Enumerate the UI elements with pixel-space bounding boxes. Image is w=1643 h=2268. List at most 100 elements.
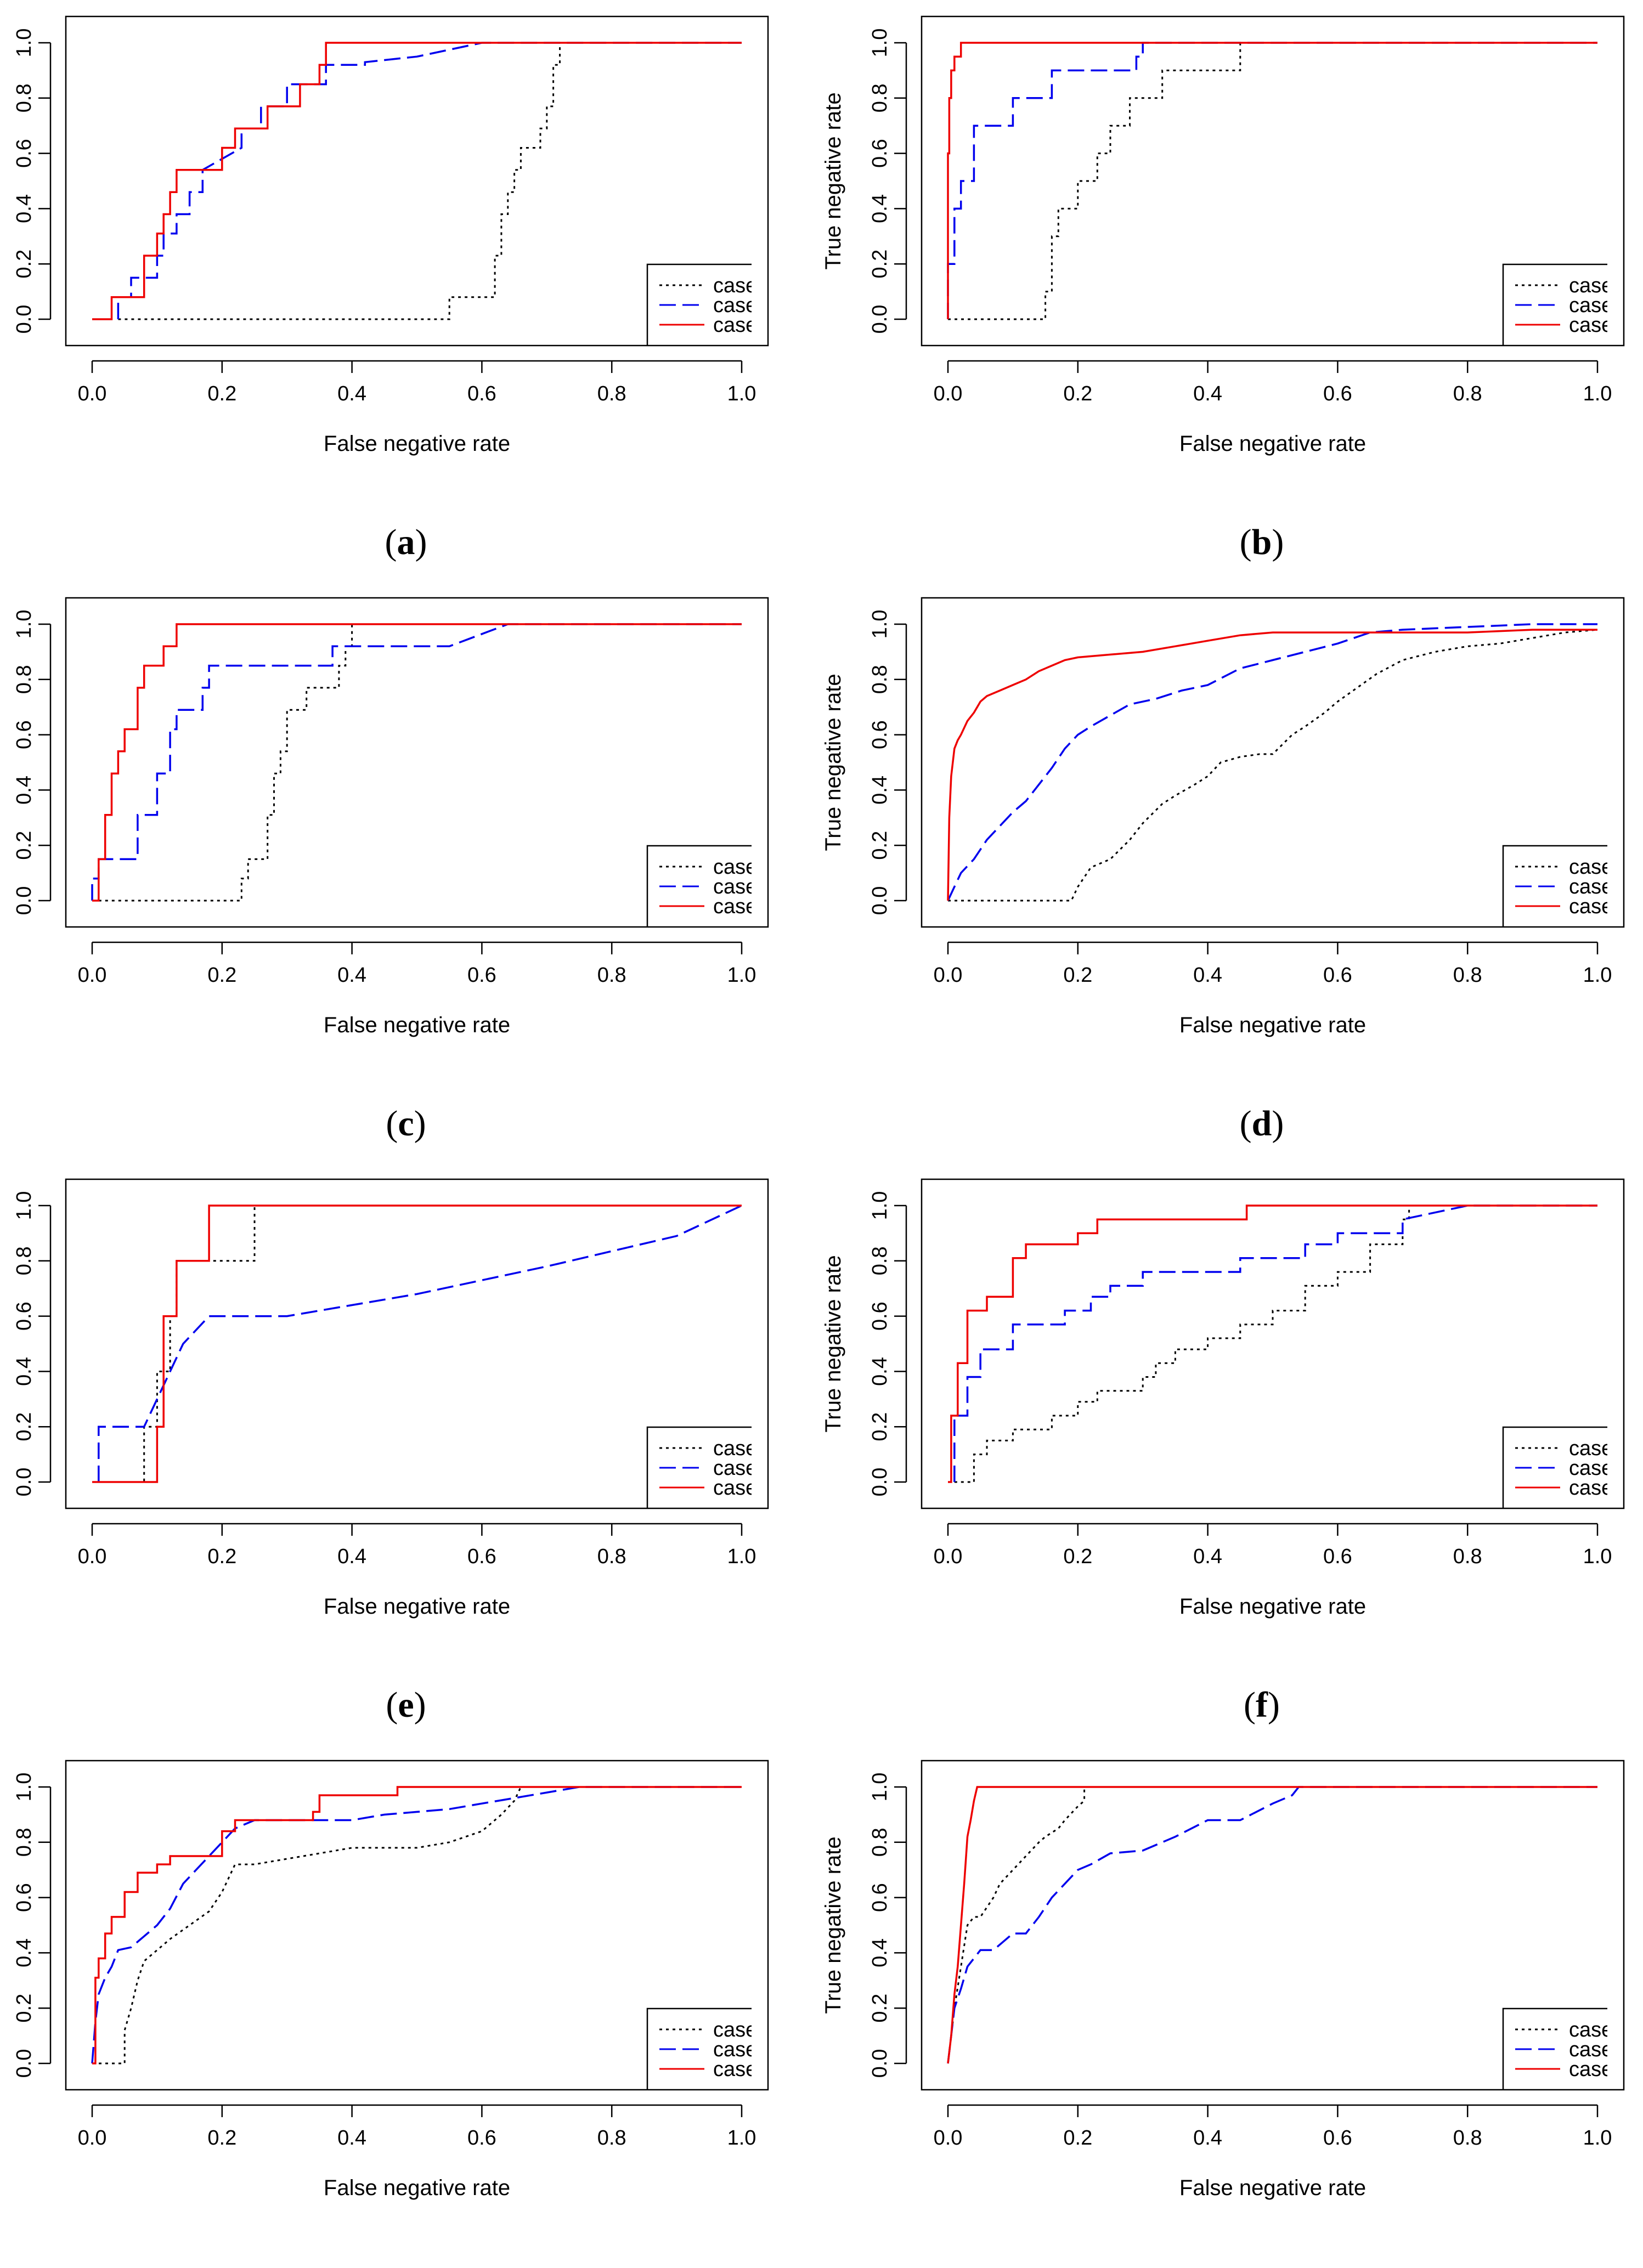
legend-label-case1: case1 xyxy=(713,2018,769,2041)
x-tick-label: 0.0 xyxy=(78,1545,107,1568)
x-axis-title: False negative rate xyxy=(1179,1594,1366,1619)
y-tick-label: 0.8 xyxy=(13,83,36,112)
x-tick-label: 0.4 xyxy=(337,2126,366,2150)
series-line-case3 xyxy=(92,1786,742,2065)
series-group xyxy=(947,42,1597,320)
y-tick-label: 0.6 xyxy=(13,1302,36,1331)
legend-box xyxy=(1502,263,1607,346)
panel-letter: e xyxy=(398,1685,414,1725)
y-tick-label: 0.0 xyxy=(13,886,36,915)
series-line-case3 xyxy=(947,42,1597,319)
y-tick-label: 0.4 xyxy=(13,1357,36,1386)
y-tick-label: 0.6 xyxy=(13,720,36,749)
x-tick-label: 0.4 xyxy=(1193,1545,1222,1568)
legend-label-case2: case2 xyxy=(1569,875,1624,898)
x-tick-label: 0.4 xyxy=(337,964,366,987)
legend-label-case3: case3 xyxy=(713,314,769,337)
series-line-case3 xyxy=(92,42,742,320)
x-tick-label: 0.6 xyxy=(1323,964,1352,987)
series-line-case3 xyxy=(948,1204,1597,1483)
y-tick-label: 0.8 xyxy=(13,665,36,694)
y-tick-label: 0.6 xyxy=(868,720,891,749)
y-tick-label: 1.0 xyxy=(868,610,891,639)
legend-label-case1: case1 xyxy=(713,274,769,297)
x-tick-label: 1.0 xyxy=(727,964,756,987)
x-tick-label: 1.0 xyxy=(1583,1545,1612,1568)
x-axis-title: False negative rate xyxy=(1179,1013,1366,1037)
y-tick-label: 0.0 xyxy=(13,2049,36,2078)
y-tick-label: 0.4 xyxy=(868,1938,891,1967)
x-axis: 0.0 0.2 0.4 0.6 0.8 1.0 False negative rate xyxy=(934,360,1612,456)
legend-label-case1: case1 xyxy=(1569,1437,1624,1460)
series-group xyxy=(947,1786,1597,2064)
series-line-case2 xyxy=(98,1204,742,1482)
y-tick-label: 1.0 xyxy=(13,610,36,639)
plot-frame xyxy=(921,15,1625,347)
x-tick-label: 0.2 xyxy=(1063,1545,1092,1568)
y-axis-title: True negative rate xyxy=(821,1836,845,2014)
y-tick-label: 0.2 xyxy=(13,831,36,860)
x-axis: 0.0 0.2 0.4 0.6 0.8 1.0 False negative rate xyxy=(934,941,1612,1037)
x-tick-label: 0.8 xyxy=(1453,1545,1482,1568)
y-tick-label: 1.0 xyxy=(13,1191,36,1220)
series-group xyxy=(91,1786,742,2065)
x-tick-label: 0.6 xyxy=(1323,2126,1352,2150)
y-tick-label: 0.0 xyxy=(13,305,36,334)
y-tick-label: 1.0 xyxy=(868,29,891,58)
panel-letter: d xyxy=(1252,1104,1272,1144)
x-tick-label: 0.4 xyxy=(1193,964,1222,987)
panel-label: (e) xyxy=(386,1685,426,1725)
legend-box xyxy=(646,1426,752,1508)
series-line-case2 xyxy=(91,1786,742,2064)
series-line-case1 xyxy=(954,1204,1597,1483)
plot-frame xyxy=(921,597,1625,928)
x-axis: 0.0 0.2 0.4 0.6 0.8 1.0 False negative rate xyxy=(934,1523,1612,1619)
y-tick-label: 0.4 xyxy=(868,1357,891,1386)
y-tick-label: 0.8 xyxy=(868,665,891,694)
y-tick-label: 0.8 xyxy=(868,1246,891,1275)
y-tick-label: 0.2 xyxy=(868,1994,891,2023)
panel-label: (d) xyxy=(1240,1104,1284,1144)
y-axis-title: True negative rate xyxy=(821,674,845,851)
y-axis-title: True negative rate xyxy=(821,92,845,269)
panel-label: (f) xyxy=(1244,1685,1280,1725)
x-axis-title: False negative rate xyxy=(324,432,510,456)
x-axis: 0.0 0.2 0.4 0.6 0.8 1.0 False negative rate xyxy=(78,941,756,1037)
panel-letter: g xyxy=(397,2266,415,2268)
x-tick-label: 0.8 xyxy=(597,382,626,405)
x-tick-label: 0.2 xyxy=(1063,964,1092,987)
y-tick-label: 0.0 xyxy=(13,1468,36,1497)
y-tick-label: 0.2 xyxy=(13,1994,36,2023)
x-tick-label: 0.8 xyxy=(1453,964,1482,987)
x-tick-label: 1.0 xyxy=(1583,382,1612,405)
series-line-case3 xyxy=(92,1204,742,1483)
y-tick-label: 0.2 xyxy=(868,1412,891,1441)
x-tick-label: 0.6 xyxy=(467,2126,496,2150)
legend-label-case2: case2 xyxy=(713,2038,769,2061)
legend-label-case2: case2 xyxy=(1569,1457,1624,1480)
x-tick-label: 0.4 xyxy=(1193,2126,1222,2150)
y-tick-label: 0.8 xyxy=(13,1246,36,1275)
series-line-case3 xyxy=(92,623,742,902)
legend-label-case2: case2 xyxy=(1569,294,1624,317)
series-line-case3 xyxy=(947,629,1597,901)
x-tick-label: 0.8 xyxy=(597,964,626,987)
x-tick-label: 0.8 xyxy=(1453,2126,1482,2150)
y-tick-label: 0.8 xyxy=(13,1828,36,1857)
x-tick-label: 0.2 xyxy=(1063,382,1092,405)
plot-frame xyxy=(921,1178,1625,1509)
series-group xyxy=(92,42,742,320)
legend-label-case3: case3 xyxy=(713,2058,769,2081)
